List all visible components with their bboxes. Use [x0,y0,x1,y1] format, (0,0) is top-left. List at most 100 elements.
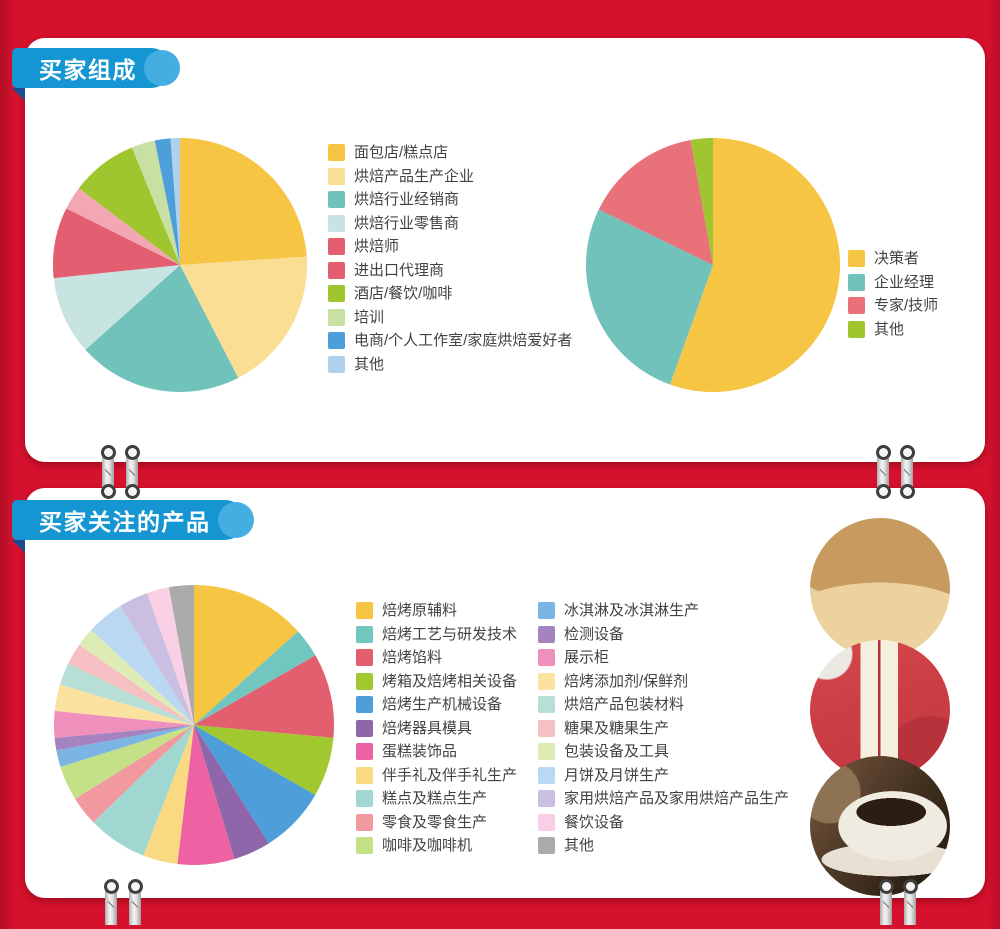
pie-slice [91,605,194,725]
legend-label: 其他 [354,355,385,373]
legend-item: 咖啡及咖啡机 [356,837,517,854]
binder-pins-bottom-right [878,879,918,925]
legend-swatch [538,813,555,831]
legend-label: 专家/技师 [874,297,939,314]
pie-slice [54,684,194,725]
legend-item: 其他 [328,355,572,373]
legend-item: 企业经理 [848,273,938,291]
legend-label: 糕点及糕点生产 [382,790,488,807]
legend-swatch [328,355,345,373]
legend-item: 决策者 [848,250,938,267]
legend-swatch [356,625,373,643]
legend-item: 焙烤器具模具 [356,719,517,737]
legend-swatch [356,743,373,760]
pie-slice [669,138,840,392]
section-title: 买家关注的产品 [39,509,211,535]
legend-label: 烘焙产品包装材料 [564,696,685,713]
binder-pin [899,445,915,499]
legend-label: 包装设备及工具 [564,743,670,760]
legend-swatch [356,696,373,713]
buyer-type-pie-chart [53,138,307,392]
pie-slice [120,593,194,725]
binder-pins-top-right [875,445,915,499]
legend-item: 冰淇淋及冰淇淋生产 [538,602,789,619]
legend-swatch [328,285,345,302]
legend-swatch [848,320,865,338]
pie-slice [54,710,194,738]
legend-swatch [848,297,865,314]
legend-label: 烤箱及焙烤相关设备 [382,672,518,690]
legend-item: 糖果及糖果生产 [538,719,789,737]
legend-label: 蛋糕装饰品 [382,743,458,760]
legend-item: 家用烘焙产品及家用烘焙产品生产 [538,790,789,807]
pie-slice [60,725,194,799]
legend-swatch [848,273,865,291]
legend-label: 培训 [354,308,385,326]
legend-item: 其他 [848,320,938,338]
pie-slice [53,265,181,350]
pie-slice [586,209,713,385]
legend-swatch [356,837,373,854]
binder-pins-bottom-left [103,879,143,925]
legend-swatch [538,672,555,690]
legend-label: 焙烤生产机械设备 [382,696,503,713]
legend-item: 餐饮设备 [538,813,789,831]
legend-item: 展示柜 [538,649,789,666]
pie-slice [93,725,194,856]
legend-swatch [356,649,373,666]
legend-swatch [328,191,345,208]
legend-item: 检测设备 [538,625,789,643]
legend-item: 焙烤添加剂/保鲜剂 [538,672,789,690]
legend-item: 烘焙产品生产企业 [328,167,572,185]
legend-item: 进出口代理商 [328,261,572,279]
legend-label: 其他 [564,837,595,854]
binder-pin [127,879,143,925]
mooncake-photo [810,518,950,658]
page-edge-shade-right [988,0,1000,929]
legend-item: 专家/技师 [848,297,938,314]
legend-swatch [328,261,345,279]
legend-item: 糕点及糕点生产 [356,790,517,807]
legend-label: 焙烤工艺与研发技术 [382,625,518,643]
legend-swatch [328,332,345,349]
products-legend-column-1: 焙烤原辅料 焙烤工艺与研发技术 焙烤馅料 烤箱及焙烤相关设备 焙烤生产机械设备 焙烤器具模… [356,602,517,854]
legend-item: 烘焙行业零售商 [328,214,572,232]
binder-pin [103,879,119,925]
pie-slice [194,655,334,738]
legend-swatch [538,696,555,713]
legend-swatch [538,743,555,760]
legend-item: 酒店/餐饮/咖啡 [328,285,572,302]
legend-label: 餐饮设备 [564,813,625,831]
products-pie-chart [54,585,334,865]
products-of-interest-card: 买家关注的产品 焙烤原辅料 焙烤工艺与研发技术 焙烤馅料 烤箱及焙烤相关设备 焙烤生产机… [12,488,985,898]
pie-slice [598,139,713,265]
legend-swatch [328,167,345,185]
pie-slice [194,725,269,860]
binder-pin [878,879,894,925]
legend-swatch [356,813,373,831]
legend-label: 面包店/糕点店 [354,144,449,161]
pie-slice [53,208,180,279]
binder-pin [902,879,918,925]
legend-label: 烘焙师 [354,238,400,255]
legend-label: 企业经理 [874,273,935,291]
section-title: 买家组成 [39,57,137,83]
legend-item: 焙烤工艺与研发技术 [356,625,518,643]
pie-slice [79,629,194,725]
legend-swatch [538,790,555,807]
legend-label: 酒店/餐饮/咖啡 [354,285,453,302]
pie-slice [131,140,180,265]
pie-slice [168,585,194,725]
legend-item: 焙烤馅料 [356,649,517,666]
legend-item: 烤箱及焙烤相关设备 [356,672,518,690]
legend-swatch [538,625,555,643]
pie-slice [85,265,239,392]
pie-slice [143,725,194,865]
legend-label: 家用烘焙产品及家用烘焙产品生产 [564,790,790,807]
legend-item: 培训 [328,308,572,326]
legend-item: 包装设备及工具 [538,743,789,760]
legend-swatch [538,719,555,737]
legend-item: 焙烤生产机械设备 [356,696,517,713]
binder-pins-top-left [100,445,140,499]
buyer-composition-card: 买家组成 面包店/糕点店 烘焙产品生产企业 烘焙行业经销商 烘焙行业零售商 烘焙师 进出口… [12,38,985,462]
